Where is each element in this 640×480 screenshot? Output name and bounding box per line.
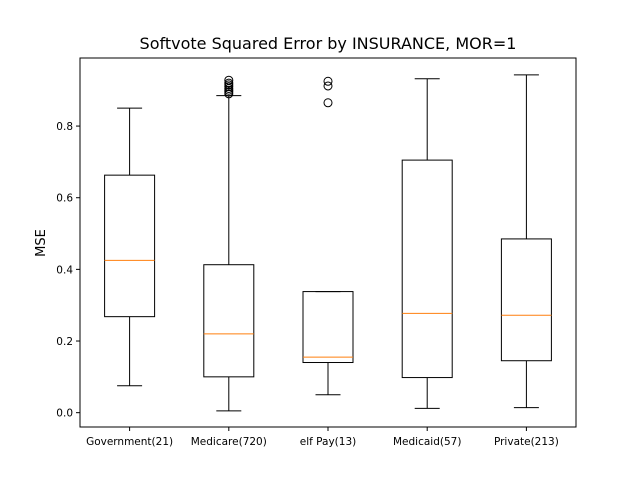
- y-tick-label: 0.6: [56, 193, 73, 205]
- x-tick-label: elf Pay(13): [300, 436, 356, 448]
- outlier-point: [323, 81, 333, 91]
- iqr-box: [203, 264, 255, 378]
- y-tick-label: 0.2: [56, 336, 73, 348]
- y-tick-label: 0.8: [56, 121, 73, 133]
- outlier-point: [224, 78, 234, 88]
- outlier-point: [323, 76, 333, 86]
- y-axis-label: MSE: [34, 229, 49, 257]
- x-tick-label: Medicaid(57): [393, 436, 461, 448]
- iqr-box: [401, 159, 453, 379]
- plot-frame: [79, 57, 577, 428]
- x-tick-label: Government(21): [86, 436, 173, 448]
- iqr-box: [500, 238, 552, 362]
- outlier-point: [224, 75, 234, 85]
- plot-area: 0.0 0.2 0.4 0.6 0.8 Government(21) Medicare(72…: [56, 57, 577, 448]
- y-tick-label: 0.0: [56, 408, 73, 420]
- outlier-point: [323, 98, 333, 108]
- chart-title: Softvote Squared Error by INSURANCE, MOR…: [140, 34, 517, 53]
- iqr-box: [104, 174, 156, 318]
- iqr-box: [302, 291, 354, 364]
- x-tick-label: Medicare(720): [191, 436, 267, 448]
- y-tick-label: 0.4: [56, 264, 73, 276]
- x-tick-label: Private(213): [494, 436, 559, 448]
